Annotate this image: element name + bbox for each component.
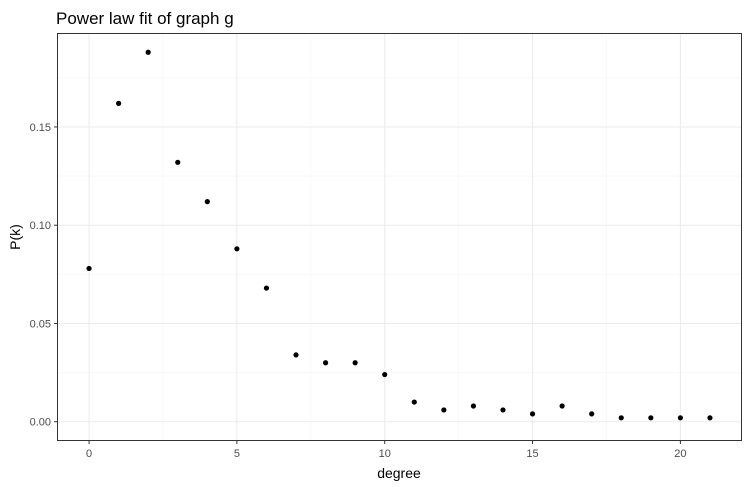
- x-tick-label: 15: [526, 448, 538, 460]
- x-axis-ticks: 0 5 10 15 20: [86, 440, 687, 460]
- major-gridlines: [58, 34, 741, 440]
- data-point: [352, 360, 358, 366]
- data-point: [618, 415, 624, 421]
- data-point: [263, 285, 270, 291]
- data-point: [86, 265, 92, 272]
- data-point: [175, 159, 181, 165]
- data-point: [500, 407, 506, 413]
- y-tick-label: 0.05: [30, 318, 51, 330]
- chart-title: Power law fit of graph g: [56, 9, 234, 28]
- data-point: [470, 403, 477, 409]
- y-tick-label: 0.10: [30, 220, 51, 232]
- data-point: [204, 199, 210, 205]
- data-point: [707, 415, 713, 421]
- plot-panel-border: [57, 33, 742, 441]
- data-point: [382, 371, 388, 378]
- minor-gridlines: [58, 34, 741, 440]
- y-tick-label: 0.15: [30, 122, 51, 134]
- data-point: [234, 246, 240, 252]
- x-axis-title: degree: [377, 465, 421, 481]
- data-point: [145, 49, 151, 55]
- data-points: [86, 49, 713, 421]
- data-point: [411, 399, 417, 405]
- data-point: [677, 415, 683, 421]
- data-point: [589, 411, 595, 417]
- x-tick-label: 10: [379, 448, 391, 460]
- y-axis-ticks: 0.00 0.05 0.10 0.15: [30, 122, 58, 429]
- x-tick-label: 20: [674, 448, 686, 460]
- y-tick-label: 0.00: [30, 417, 51, 429]
- y-axis-title: P(k): [7, 224, 23, 250]
- data-point: [441, 407, 447, 413]
- x-tick-label: 0: [86, 448, 92, 460]
- data-point: [648, 415, 654, 421]
- data-point: [116, 100, 122, 106]
- data-point: [559, 403, 565, 409]
- x-tick-label: 5: [234, 448, 240, 460]
- data-point: [322, 360, 329, 366]
- data-point: [529, 411, 536, 417]
- data-point: [293, 352, 299, 358]
